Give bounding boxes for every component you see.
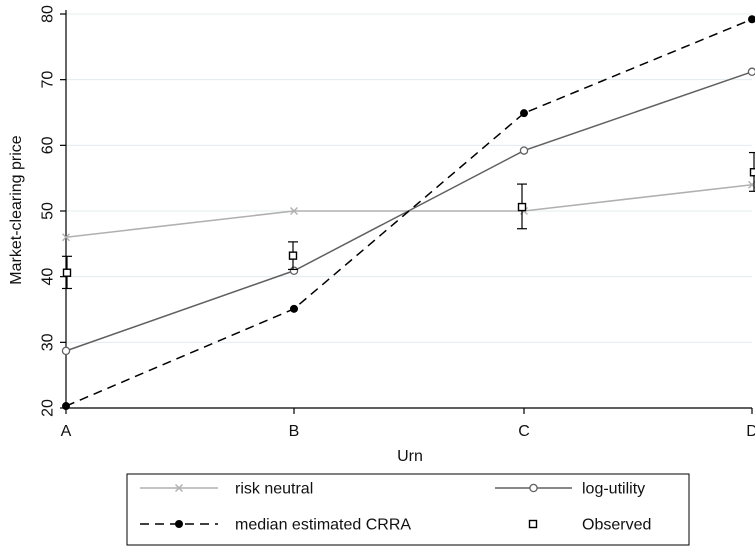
legend-marker-2 bbox=[175, 520, 183, 528]
series-2-point-2 bbox=[520, 109, 528, 118]
series-line-2 bbox=[65, 18, 753, 407]
y-tick-label-50: 50 bbox=[40, 202, 57, 220]
legend-label-2: median estimated CRRA bbox=[235, 517, 411, 534]
x-axis-label: Urn bbox=[397, 448, 423, 465]
legend-marker-0 bbox=[175, 484, 183, 492]
y-tick-label-70: 70 bbox=[40, 71, 57, 89]
legend: risk neutral log-utility median estimated … bbox=[126, 473, 690, 546]
series-1-point-2 bbox=[519, 146, 529, 155]
series-0-point-0 bbox=[62, 233, 70, 242]
series-1-point-3 bbox=[747, 67, 755, 77]
y-tick-label-20: 20 bbox=[40, 399, 57, 417]
legend-label-observed: Observed bbox=[582, 517, 651, 534]
observed-point-2 bbox=[517, 202, 527, 212]
series-2-point-0 bbox=[62, 402, 70, 411]
observed-point-3 bbox=[749, 168, 755, 177]
series-layer bbox=[61, 15, 755, 411]
y-axis-label: Market-clearing price bbox=[8, 135, 25, 284]
y-tick-label-60: 60 bbox=[40, 136, 57, 154]
legend-marker-observed bbox=[528, 519, 538, 529]
series-line-1 bbox=[65, 71, 753, 352]
x-tick-label-C: C bbox=[518, 423, 530, 440]
series-2-point-1 bbox=[290, 304, 298, 313]
axes: 20 30 40 50 60 70 80 A B C D bbox=[40, 5, 755, 440]
x-tick-label-D: D bbox=[746, 423, 755, 440]
x-tick-label-B: B bbox=[289, 423, 300, 440]
series-2-point-3 bbox=[748, 15, 755, 24]
series-1-point-1 bbox=[289, 266, 299, 276]
legend-marker-1 bbox=[529, 483, 538, 493]
x-tick-label-A: A bbox=[61, 423, 72, 440]
y-tick-label-80: 80 bbox=[40, 5, 57, 23]
observed-point-1 bbox=[288, 251, 298, 260]
y-tick-label-30: 30 bbox=[40, 333, 57, 351]
legend-label-0: risk neutral bbox=[235, 481, 313, 498]
y-tick-label-40: 40 bbox=[40, 268, 57, 286]
legend-label-1: log-utility bbox=[582, 481, 645, 498]
series-1-point-0 bbox=[61, 346, 71, 356]
observed-point-0 bbox=[62, 268, 72, 277]
grid-lines bbox=[66, 13, 752, 409]
series-0-point-1 bbox=[290, 207, 298, 215]
legend-box bbox=[126, 473, 690, 546]
observed-layer bbox=[62, 151, 755, 290]
